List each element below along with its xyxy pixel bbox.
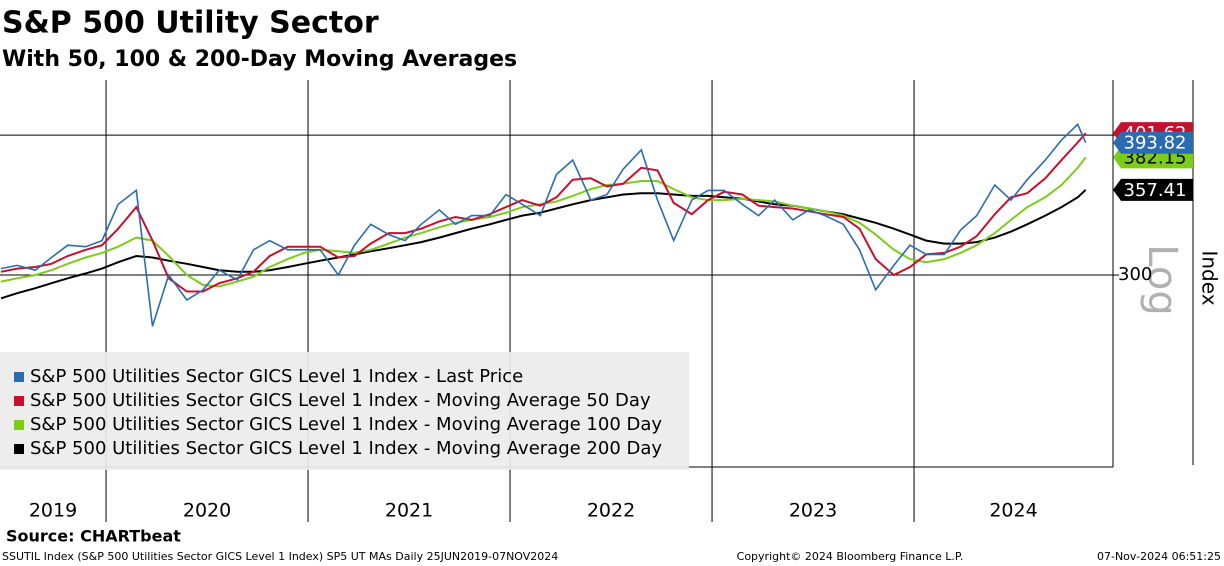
x-tick-label: 2023 (789, 500, 837, 522)
footnote: SSUTIL Index (S&P 500 Utilities Sector G… (2, 550, 558, 563)
series-line (0, 132, 1087, 293)
x-tick-label: 2024 (989, 500, 1037, 522)
x-tick-label: 2021 (385, 500, 433, 522)
series-line (0, 189, 1087, 300)
legend: S&P 500 Utilities Sector GICS Level 1 In… (0, 352, 689, 470)
source: Source: CHARTbeat (6, 527, 181, 546)
value-tag-label: 393.82 (1124, 133, 1187, 154)
scale-label: Log (1139, 244, 1185, 315)
copyright: Copyright© 2024 Bloomberg Finance L.P. (737, 550, 964, 563)
chart-title: S&P 500 Utility Sector (2, 6, 379, 41)
value-tag (1113, 178, 1193, 201)
series-line (0, 122, 1087, 327)
legend-swatch (14, 372, 24, 382)
legend-label: S&P 500 Utilities Sector GICS Level 1 In… (30, 414, 662, 435)
legend-label: S&P 500 Utilities Sector GICS Level 1 In… (30, 390, 651, 411)
y-tick-label: 300 (1118, 264, 1152, 285)
legend-swatch (14, 444, 24, 454)
chart-subtitle: With 50, 100 & 200-Day Moving Averages (2, 47, 517, 72)
x-tick-label: 2020 (183, 500, 231, 522)
series-line (0, 156, 1087, 288)
legend-box (0, 352, 689, 470)
x-tick-label: 2019 (29, 500, 77, 522)
legend-label: S&P 500 Utilities Sector GICS Level 1 In… (30, 438, 662, 459)
legend-swatch (14, 396, 24, 406)
timestamp: 07-Nov-2024 06:51:25 (1097, 550, 1221, 563)
x-tick-label: 2022 (587, 500, 635, 522)
value-tag (1113, 131, 1193, 154)
value-tag-label: 357.41 (1124, 180, 1187, 201)
legend-swatch (14, 420, 24, 430)
y-axis-label: Index (1198, 250, 1222, 305)
legend-label: S&P 500 Utilities Sector GICS Level 1 In… (30, 366, 523, 387)
